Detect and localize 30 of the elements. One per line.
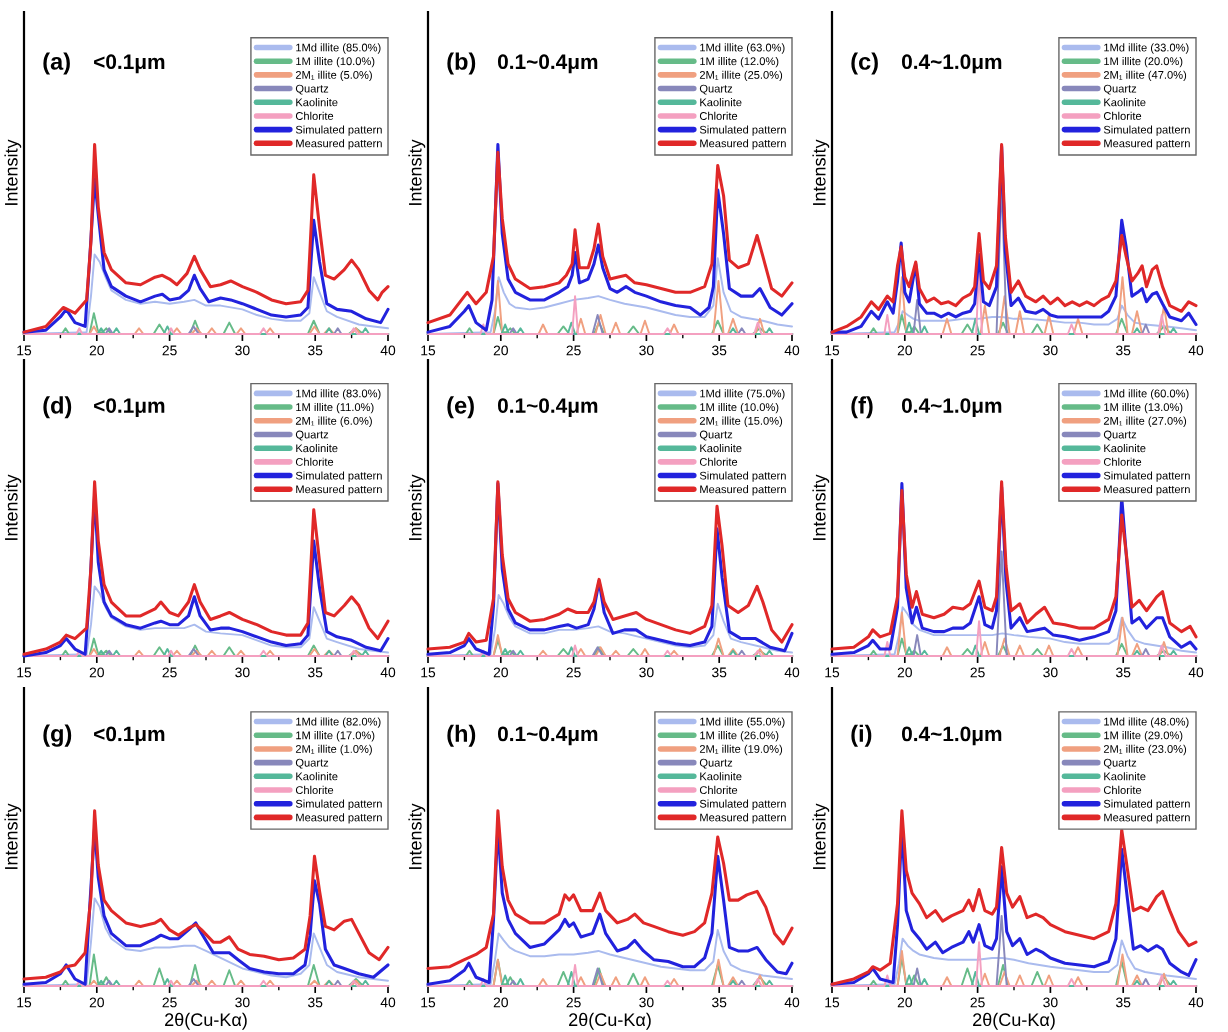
chart-title: (f) bbox=[851, 396, 873, 419]
chart-subtitle: 0.1~0.4μm bbox=[497, 726, 598, 746]
chart-subtitle: 0.4~1.0μm bbox=[901, 54, 1002, 74]
y-axis-title: Intensity bbox=[4, 474, 22, 540]
y-axis-title: Intensity bbox=[812, 474, 830, 540]
x-axis-title: 2θ(Cu-Kα) bbox=[973, 1012, 1055, 1030]
y-axis-title: Intensity bbox=[4, 803, 22, 869]
chart-title: (i) bbox=[851, 724, 872, 747]
x-axis-title: 2θ(Cu-Kα) bbox=[569, 1012, 651, 1030]
chart-title: (e) bbox=[447, 396, 474, 419]
chart-subtitle: <0.1μm bbox=[94, 726, 165, 746]
chart-title: (h) bbox=[447, 724, 476, 747]
chart-title: (g) bbox=[43, 724, 72, 747]
chart-subtitle: 0.4~1.0μm bbox=[901, 726, 1002, 746]
y-axis-title: Intensity bbox=[408, 803, 426, 869]
y-axis-title: Intensity bbox=[4, 139, 22, 205]
chart-subtitle: <0.1μm bbox=[94, 398, 165, 417]
chart-subtitle: 0.1~0.4μm bbox=[497, 54, 598, 74]
chart-subtitle: <0.1μm bbox=[94, 54, 165, 74]
chart-title: (a) bbox=[43, 52, 70, 75]
y-axis-title: Intensity bbox=[812, 139, 830, 205]
x-axis-title: 2θ(Cu-Kα) bbox=[165, 1012, 247, 1030]
chart-subtitle: 0.4~1.0μm bbox=[901, 398, 1002, 417]
y-axis-title: Intensity bbox=[408, 139, 426, 205]
y-axis-title: Intensity bbox=[812, 803, 830, 869]
chart-title: (c) bbox=[851, 52, 878, 75]
chart-title: (d) bbox=[43, 396, 72, 419]
chart-subtitle: 0.1~0.4μm bbox=[497, 398, 598, 417]
chart-title: (b) bbox=[447, 52, 476, 75]
y-axis-title: Intensity bbox=[408, 474, 426, 540]
